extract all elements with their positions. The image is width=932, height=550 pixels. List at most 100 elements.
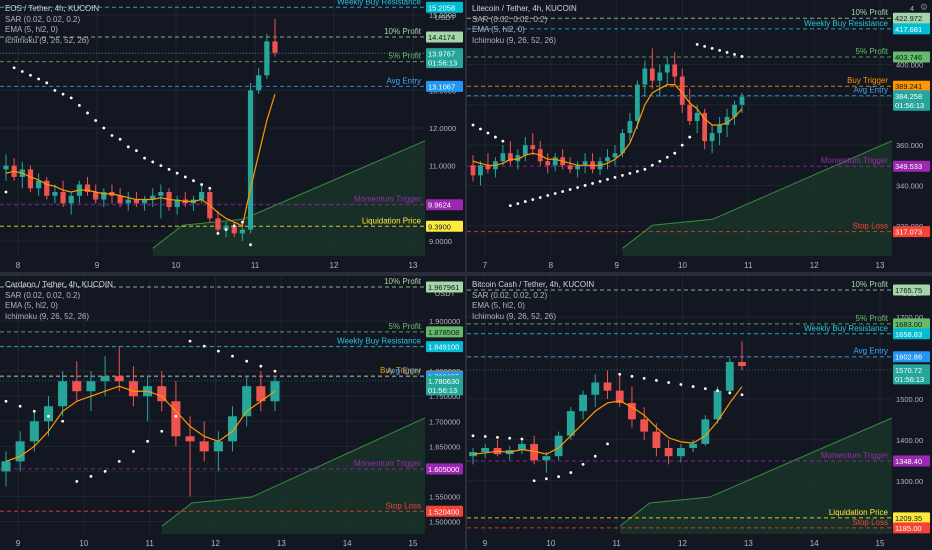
ichimoku-span-line [152, 140, 426, 249]
indicator-sar[interactable]: SAR (0.02, 0.02, 0.2) [472, 14, 548, 24]
indicator-ichimoku[interactable]: Ichimoku (9, 26, 52, 26) [5, 311, 90, 321]
sar-dot [643, 167, 647, 171]
candle-body [27, 169, 34, 189]
y-tick-label: 1.500000 [429, 517, 460, 526]
candle [517, 439, 526, 455]
level-price-tag-text: 349.533 [895, 162, 922, 171]
candle [567, 157, 573, 174]
candle-body [100, 376, 110, 382]
indicator-sar[interactable]: SAR (0.02, 0.02, 0.2) [5, 290, 81, 300]
sar-dot [61, 419, 65, 423]
chart-title[interactable]: Bitcoin Cash / Tether, 4h, KUCOIN [472, 280, 595, 289]
y-tick-label: 1.550000 [429, 492, 460, 501]
indicator-ichimoku[interactable]: Ichimoku (9, 26, 52, 26) [5, 35, 90, 45]
candle-body [215, 218, 221, 230]
candle-body [93, 192, 99, 200]
indicator-sar[interactable]: SAR (0.02, 0.02, 0.2) [5, 14, 81, 24]
sar-dot [673, 151, 677, 155]
candle [256, 67, 262, 95]
indicator-sar[interactable]: SAR (0.02, 0.02, 0.2) [472, 290, 548, 300]
sar-dot [259, 364, 263, 368]
indicator-ema[interactable]: EMA (5, hl2, 0) [472, 301, 525, 310]
candle-body [117, 195, 123, 204]
candle [100, 356, 110, 397]
level-price-tag [893, 80, 930, 92]
level-label: 5% Profit [856, 314, 889, 323]
level-price-tag-text: 1683.00 [895, 320, 922, 329]
x-tick-label: 9 [483, 539, 488, 548]
level-price-tag-text: 317.073 [895, 228, 922, 237]
countdown-text: 01:56:13 [895, 101, 924, 110]
candle [150, 188, 156, 208]
level-label: 10% Profit [384, 27, 422, 36]
candle-body [101, 192, 107, 200]
candle-body [68, 195, 74, 204]
candle-body [199, 441, 209, 452]
candle [612, 145, 618, 166]
level-price-tag-text: 1.849100 [428, 343, 459, 352]
ichimoku-span-line [161, 417, 426, 527]
x-tick-label: 10 [79, 539, 88, 548]
countdown-text: 01:56:13 [428, 386, 457, 395]
candle-body [566, 411, 575, 436]
candle [29, 411, 39, 452]
candle [215, 210, 221, 234]
sar-dot [200, 183, 204, 186]
candle-body [515, 155, 521, 162]
candle-body [247, 90, 254, 230]
indicator-ichimoku[interactable]: Ichimoku (9, 26, 52, 26) [472, 35, 557, 45]
sar-dot [146, 439, 149, 443]
y-tick-label: 400.000 [896, 61, 923, 70]
candle [542, 452, 551, 473]
sar-dot [89, 474, 93, 478]
chart-title[interactable]: EOS / Tether, 4h, KUCOIN [5, 4, 100, 13]
sar-dot [544, 477, 548, 481]
settings-gear-icon[interactable]: ⚙ [919, 2, 928, 12]
chart-panel-cardano[interactable]: Cardano / Tether, 4h, KUCOIN SAR (0.02, … [0, 276, 465, 550]
candle-body [270, 381, 280, 402]
x-tick-label: 13 [277, 539, 286, 548]
indicator-ichimoku[interactable]: Ichimoku (9, 26, 52, 26) [472, 311, 557, 321]
sar-dot [151, 160, 155, 164]
indicator-ema[interactable]: EMA (5, hl2, 0) [5, 301, 58, 310]
chart-panel-eos[interactable]: EOS / Tether, 4h, KUCOIN SAR (0.02, 0.02… [0, 0, 465, 272]
chart-canvas[interactable]: 91011121314151700.001600.001500.001400.0… [467, 276, 932, 550]
level-label: Weekly Buy Resistance [337, 337, 421, 346]
candle [738, 341, 746, 371]
sar-dot [718, 48, 721, 52]
sar-dot [118, 137, 122, 141]
candle [72, 361, 82, 402]
y-tick-label: 1.750000 [429, 392, 460, 401]
chart-canvas[interactable]: 891011121315.000014.000013.000012.000011… [0, 0, 465, 272]
chart-title[interactable]: Cardano / Tether, 4h, KUCOIN [5, 280, 113, 289]
candle [256, 371, 266, 412]
x-tick-label: 11 [251, 261, 260, 270]
candle-body [725, 362, 734, 391]
indicator-ema[interactable]: EMA (5, hl2, 0) [472, 25, 525, 34]
chart-panel-bitcoin-cash[interactable]: Bitcoin Cash / Tether, 4h, KUCOIN SAR (0… [467, 276, 932, 550]
horizontal-divider[interactable] [0, 272, 932, 276]
indicator-ema[interactable]: EMA (5, hl2, 0) [5, 25, 58, 34]
level-price-tag [426, 326, 463, 338]
candle [566, 407, 575, 440]
candle [68, 192, 74, 215]
sar-dot [53, 88, 57, 92]
candle [552, 153, 558, 172]
level-price-tag [426, 199, 463, 211]
y-tick-label: 12.0000 [429, 124, 456, 133]
candle [640, 407, 649, 440]
level-price-tag-text: 1602.86 [895, 353, 922, 362]
candle [689, 439, 698, 453]
chart-panel-litecoin[interactable]: Litecoin / Tether, 4h, KUCOIN SAR (0.02,… [467, 0, 932, 272]
candle [579, 390, 587, 420]
sar-dot [192, 179, 195, 183]
chart-title[interactable]: Litecoin / Tether, 4h, KUCOIN [472, 4, 577, 13]
candle [128, 366, 138, 407]
level-price-tag [893, 351, 930, 363]
sar-dot [516, 202, 520, 205]
candle-body [185, 436, 195, 442]
chart-canvas[interactable]: 78910111213400.000380.000360.000340.0003… [467, 0, 932, 272]
chart-canvas[interactable]: 91011121314151.9000001.8500001.8000001.7… [0, 276, 465, 550]
y-tick-label: 1.900000 [429, 317, 460, 326]
candle-body [15, 441, 25, 462]
